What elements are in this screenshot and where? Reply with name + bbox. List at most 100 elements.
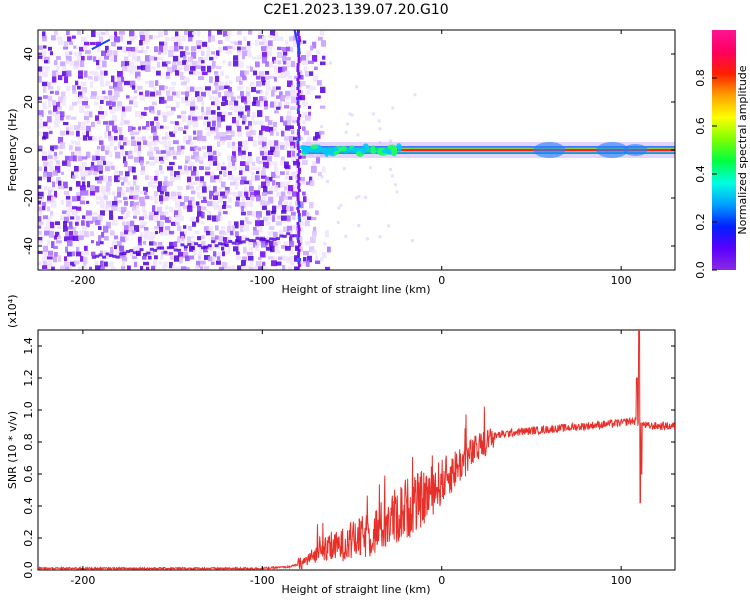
- carrier-blob: [381, 149, 390, 154]
- spectrogram-cell: [245, 105, 251, 112]
- spectrogram-cell: [79, 106, 85, 114]
- spectrogram-cell: [120, 35, 124, 42]
- spectrogram-cell: [150, 161, 156, 166]
- spectrogram-cell: [42, 156, 48, 161]
- spectrogram-cell: [300, 226, 304, 233]
- spectrogram-cell: [123, 136, 128, 142]
- spectrogram-cell: [108, 254, 113, 258]
- spectrogram-cell: [143, 210, 147, 218]
- spectrogram-cell: [244, 146, 249, 151]
- spectrogram-cell: [66, 211, 71, 217]
- spectrogram-cell: [117, 206, 123, 213]
- spectrogram-cell: [74, 165, 79, 172]
- spectrogram-cell: [207, 244, 212, 248]
- spectrogram-cell: [206, 110, 212, 116]
- spectrogram-cell: [121, 190, 126, 196]
- spectrogram-cell: [224, 91, 230, 98]
- carrier-bulge: [533, 142, 566, 158]
- spectrogram-cell: [201, 111, 207, 116]
- spectrogram-cell: [245, 237, 250, 241]
- spectrogram-cell: [66, 30, 70, 36]
- spectrogram-cell: [66, 130, 70, 135]
- spectrogram-cell: [142, 253, 147, 257]
- spectrogram-cell: [188, 181, 194, 189]
- spectrogram-cell: [203, 196, 207, 202]
- spectrogram-cell: [240, 161, 246, 167]
- spectrogram-cell: [227, 141, 232, 148]
- spectrogram-cell: [118, 141, 122, 149]
- spectrogram-cell: [175, 121, 179, 126]
- spectrogram-cell: [144, 230, 150, 238]
- spectrogram-cell: [119, 252, 124, 256]
- spectrogram-cell: [297, 234, 301, 237]
- spectrogram-cell: [184, 165, 188, 172]
- spectrogram-cell: [297, 129, 301, 132]
- spectrogram-cell: [178, 66, 183, 70]
- spectrogram-cell: [64, 41, 69, 46]
- spectrogram-cell: [203, 121, 207, 126]
- spectrogram-cell: [244, 191, 249, 198]
- spectrogram-cell: [190, 101, 196, 106]
- spectrogram-cell: [256, 166, 261, 172]
- spectrogram-cell: [188, 36, 193, 42]
- spectrogram-cell: [226, 135, 232, 141]
- spectrogram-cell: [228, 239, 233, 243]
- spectrogram-cell: [191, 170, 197, 176]
- spectrogram-cell: [233, 60, 239, 67]
- spectrogram-cell: [196, 201, 200, 206]
- spectrogram-cell: [123, 215, 129, 220]
- spectrogram-cell: [72, 206, 77, 210]
- spectrogram-cell: [114, 235, 119, 240]
- spectrogram-cell: [262, 35, 267, 42]
- spectrogram-cell: [221, 101, 226, 107]
- spectrogram-cell: [297, 168, 301, 171]
- spectrogram-cell: [145, 36, 151, 43]
- spectrogram-cell: [348, 112, 352, 116]
- spectrogram-cell: [144, 191, 148, 196]
- spectrogram-cell: [185, 46, 189, 51]
- spectrogram-cell: [103, 175, 108, 182]
- spectrogram-cell: [38, 236, 43, 242]
- spectrogram-cell: [68, 226, 74, 230]
- spectrogram-cell: [255, 61, 260, 68]
- spectrogram-cell: [201, 221, 205, 225]
- spectrogram-cell: [236, 196, 240, 201]
- spectrogram-cell: [79, 230, 85, 235]
- spectrogram-cell: [237, 46, 241, 53]
- spectrogram-cell: [85, 166, 91, 171]
- spectrogram-cell: [43, 176, 48, 180]
- spectrogram-cell: [250, 260, 254, 267]
- spectrogram-cell: [204, 116, 209, 120]
- spectrogram-cell: [170, 176, 176, 182]
- spectrogram-cell: [233, 46, 237, 51]
- spectrogram-cell: [143, 50, 148, 54]
- spectrogram-cell: [114, 130, 118, 134]
- spectrogram-cell: [145, 61, 151, 66]
- spectrogram-cell: [308, 105, 312, 109]
- spectrogram-cell: [164, 230, 169, 236]
- spectrogram-cell: [177, 248, 182, 252]
- spectrogram-cell: [149, 80, 155, 88]
- spectrogram-cell: [238, 141, 243, 147]
- spectrogram-cell: [246, 201, 252, 207]
- spectrogram-cell: [317, 80, 322, 86]
- spectrogram-cell: [298, 150, 302, 153]
- spectrogram-cell: [290, 125, 294, 130]
- spectrogram-cell: [297, 135, 301, 138]
- spectrogram-cell: [262, 237, 267, 241]
- spectrogram-cell: [125, 61, 130, 67]
- spectrogram-cell: [72, 175, 76, 179]
- spectrogram-cell: [185, 255, 190, 262]
- spectrogram-cell: [188, 135, 192, 142]
- spectrogram-cell: [130, 80, 136, 88]
- spectrogram-cell: [66, 70, 72, 77]
- spectrogram-cell: [150, 231, 156, 238]
- spectrogram-cell: [158, 181, 163, 187]
- spectrogram-cell: [47, 206, 51, 212]
- spectrogram-cell: [281, 245, 287, 249]
- spectrogram-cell: [263, 216, 268, 222]
- spectrogram-cell: [177, 236, 181, 243]
- spectrogram-cell: [274, 150, 280, 158]
- spectrogram-cell: [262, 51, 268, 58]
- spectrogram-cell: [233, 191, 239, 198]
